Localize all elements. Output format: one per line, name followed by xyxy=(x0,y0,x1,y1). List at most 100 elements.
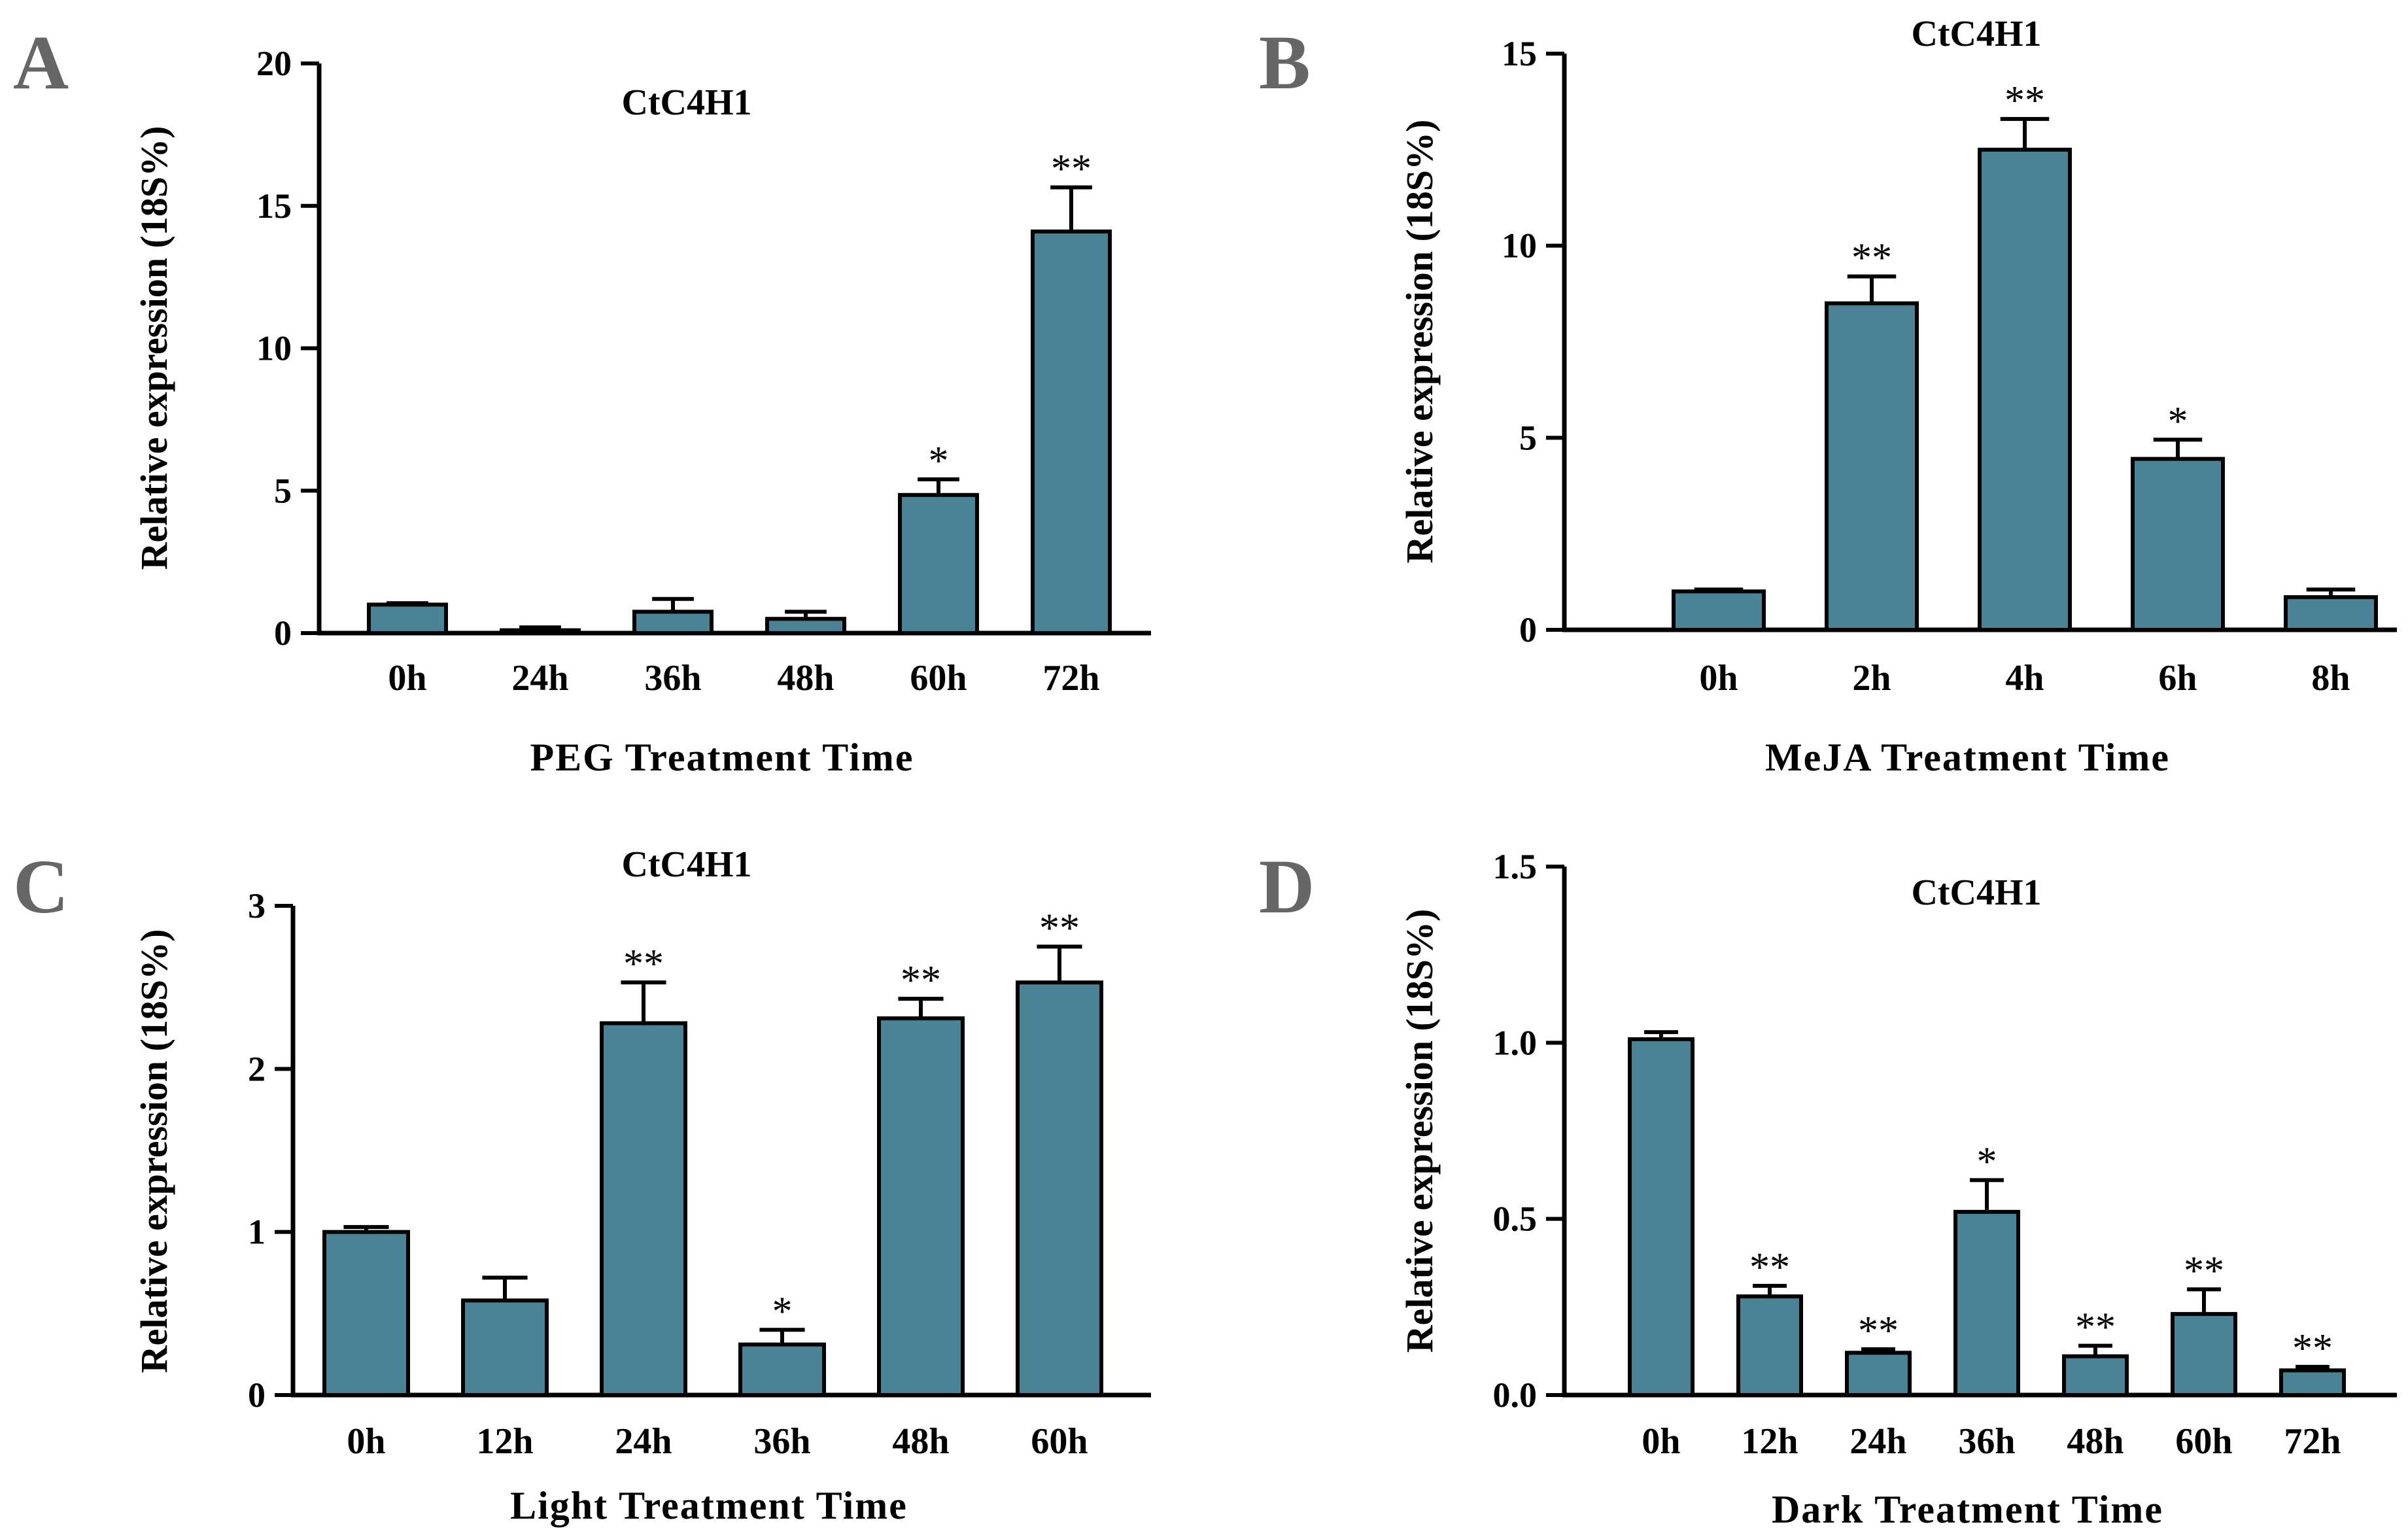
significance-label: ** xyxy=(1051,147,1092,191)
x-tick-label: 60h xyxy=(910,658,967,699)
bar xyxy=(600,1021,687,1397)
bar xyxy=(461,1298,549,1398)
y-tick-label: 15 xyxy=(256,186,292,226)
x-axis-title: Dark Treatment Time xyxy=(1772,1488,2163,1531)
bar xyxy=(765,617,846,635)
x-tick-label: 60h xyxy=(2175,1421,2232,1462)
chart-title: CtC4H1 xyxy=(1911,872,2041,913)
y-axis-title: Relative expression (18S%) xyxy=(1398,120,1441,564)
bar xyxy=(2131,457,2225,632)
bar xyxy=(738,1342,826,1398)
panel-letter: D xyxy=(1259,844,1315,929)
x-tick-label: 36h xyxy=(753,1421,810,1462)
significance-label: ** xyxy=(1749,1245,1790,1290)
x-tick-label: 0h xyxy=(1642,1421,1680,1462)
significance-label: ** xyxy=(2004,78,2045,123)
x-tick-label: 4h xyxy=(2005,658,2044,699)
y-axis-title: Relative expression (18S%) xyxy=(133,126,175,570)
x-tick-label: 0h xyxy=(347,1421,385,1462)
y-tick-label: 0 xyxy=(1519,610,1537,649)
bar xyxy=(2284,595,2378,632)
chart-title: CtC4H1 xyxy=(621,82,751,123)
significance-label: ** xyxy=(2184,1249,2224,1293)
chart-panel-d: D CtC4H1 0.0 0.5 1.0 1.5 Relative expression (… xyxy=(1259,844,2397,1531)
y-tick-label: 1.0 xyxy=(1493,1023,1538,1062)
bar xyxy=(1672,589,1766,632)
x-tick-label: 24h xyxy=(1849,1421,1906,1462)
x-tick-label: 0h xyxy=(388,658,426,699)
x-tick-label: 12h xyxy=(1741,1421,1798,1462)
significance-label: * xyxy=(1977,1139,1997,1184)
y-tick-label: 0 xyxy=(274,613,292,653)
x-tick-label: 36h xyxy=(644,658,701,699)
bar xyxy=(2062,1354,2129,1397)
x-axis-title: Light Treatment Time xyxy=(510,1484,908,1527)
x-tick-label: 24h xyxy=(511,658,568,699)
bar xyxy=(1825,301,1919,632)
x-tick-label: 60h xyxy=(1031,1421,1088,1462)
bar xyxy=(1016,980,1103,1397)
significance-label: ** xyxy=(1039,906,1080,950)
panel-letter: A xyxy=(13,20,69,105)
x-axis-title: PEG Treatment Time xyxy=(530,736,914,779)
x-tick-label: 12h xyxy=(476,1421,533,1462)
significance-label: ** xyxy=(623,942,664,986)
y-tick-label: 0.0 xyxy=(1493,1375,1538,1415)
bar xyxy=(1845,1351,1912,1398)
bar xyxy=(632,610,714,636)
chart-panel-c: C CtC4H1 0 1 2 3 Relative expression (18S%) Lig… xyxy=(13,844,1151,1527)
y-axis-title: Relative expression (18S%) xyxy=(133,929,175,1373)
bar xyxy=(1953,1209,2020,1397)
significance-label: ** xyxy=(901,958,941,1003)
y-tick-label: 1.5 xyxy=(1493,847,1538,886)
bar xyxy=(322,1230,410,1397)
significance-label: * xyxy=(2168,399,2188,443)
y-tick-label: 20 xyxy=(256,44,292,83)
panel-letter: B xyxy=(1259,20,1311,105)
bar xyxy=(500,628,581,636)
bar xyxy=(2279,1368,2346,1397)
y-tick-label: 3 xyxy=(248,886,266,925)
chart-title: CtC4H1 xyxy=(1911,14,2041,54)
significance-label: * xyxy=(929,439,949,483)
bar xyxy=(1031,229,1112,635)
bar xyxy=(898,492,979,635)
y-tick-label: 10 xyxy=(1502,226,1537,266)
x-tick-label: 6h xyxy=(2158,658,2197,699)
y-tick-label: 5 xyxy=(1519,418,1537,457)
bar xyxy=(877,1016,965,1398)
y-tick-label: 1 xyxy=(248,1213,266,1252)
chart-title: CtC4H1 xyxy=(621,844,751,885)
x-axis-title: MeJA Treatment Time xyxy=(1765,736,2170,779)
significance-label: ** xyxy=(1858,1309,1899,1353)
x-tick-label: 24h xyxy=(615,1421,672,1462)
bar xyxy=(1736,1294,1803,1397)
x-tick-label: 72h xyxy=(1042,658,1099,699)
significance-label: ** xyxy=(2075,1305,2116,1350)
chart-panel-b: B CtC4H1 0 5 10 15 Relative expression (18S%) M… xyxy=(1259,14,2397,779)
x-tick-label: 48h xyxy=(2067,1421,2124,1462)
bar xyxy=(1978,147,2072,632)
bar xyxy=(2171,1312,2237,1398)
significance-label: ** xyxy=(2292,1326,2333,1371)
y-tick-label: 2 xyxy=(248,1049,266,1088)
y-tick-label: 0 xyxy=(248,1375,266,1415)
chart-panel-a: A CtC4H1 0 5 10 15 20 Relative expression (18S%… xyxy=(13,20,1151,779)
y-axis-title: Relative expression (18S%) xyxy=(1398,909,1441,1353)
significance-label: * xyxy=(772,1289,793,1334)
y-tick-label: 5 xyxy=(274,471,292,510)
panel-letter: C xyxy=(13,844,69,929)
x-tick-label: 36h xyxy=(1958,1421,2015,1462)
x-tick-label: 72h xyxy=(2284,1421,2341,1462)
bar xyxy=(367,602,448,636)
x-tick-label: 2h xyxy=(1852,658,1891,699)
x-tick-label: 8h xyxy=(2311,658,2350,699)
y-tick-label: 0.5 xyxy=(1493,1199,1538,1239)
bar xyxy=(1628,1037,1694,1397)
x-tick-label: 0h xyxy=(1699,658,1738,699)
x-tick-label: 48h xyxy=(777,658,834,699)
y-tick-label: 15 xyxy=(1502,34,1537,73)
x-tick-label: 48h xyxy=(892,1421,949,1462)
y-tick-label: 10 xyxy=(256,329,292,368)
